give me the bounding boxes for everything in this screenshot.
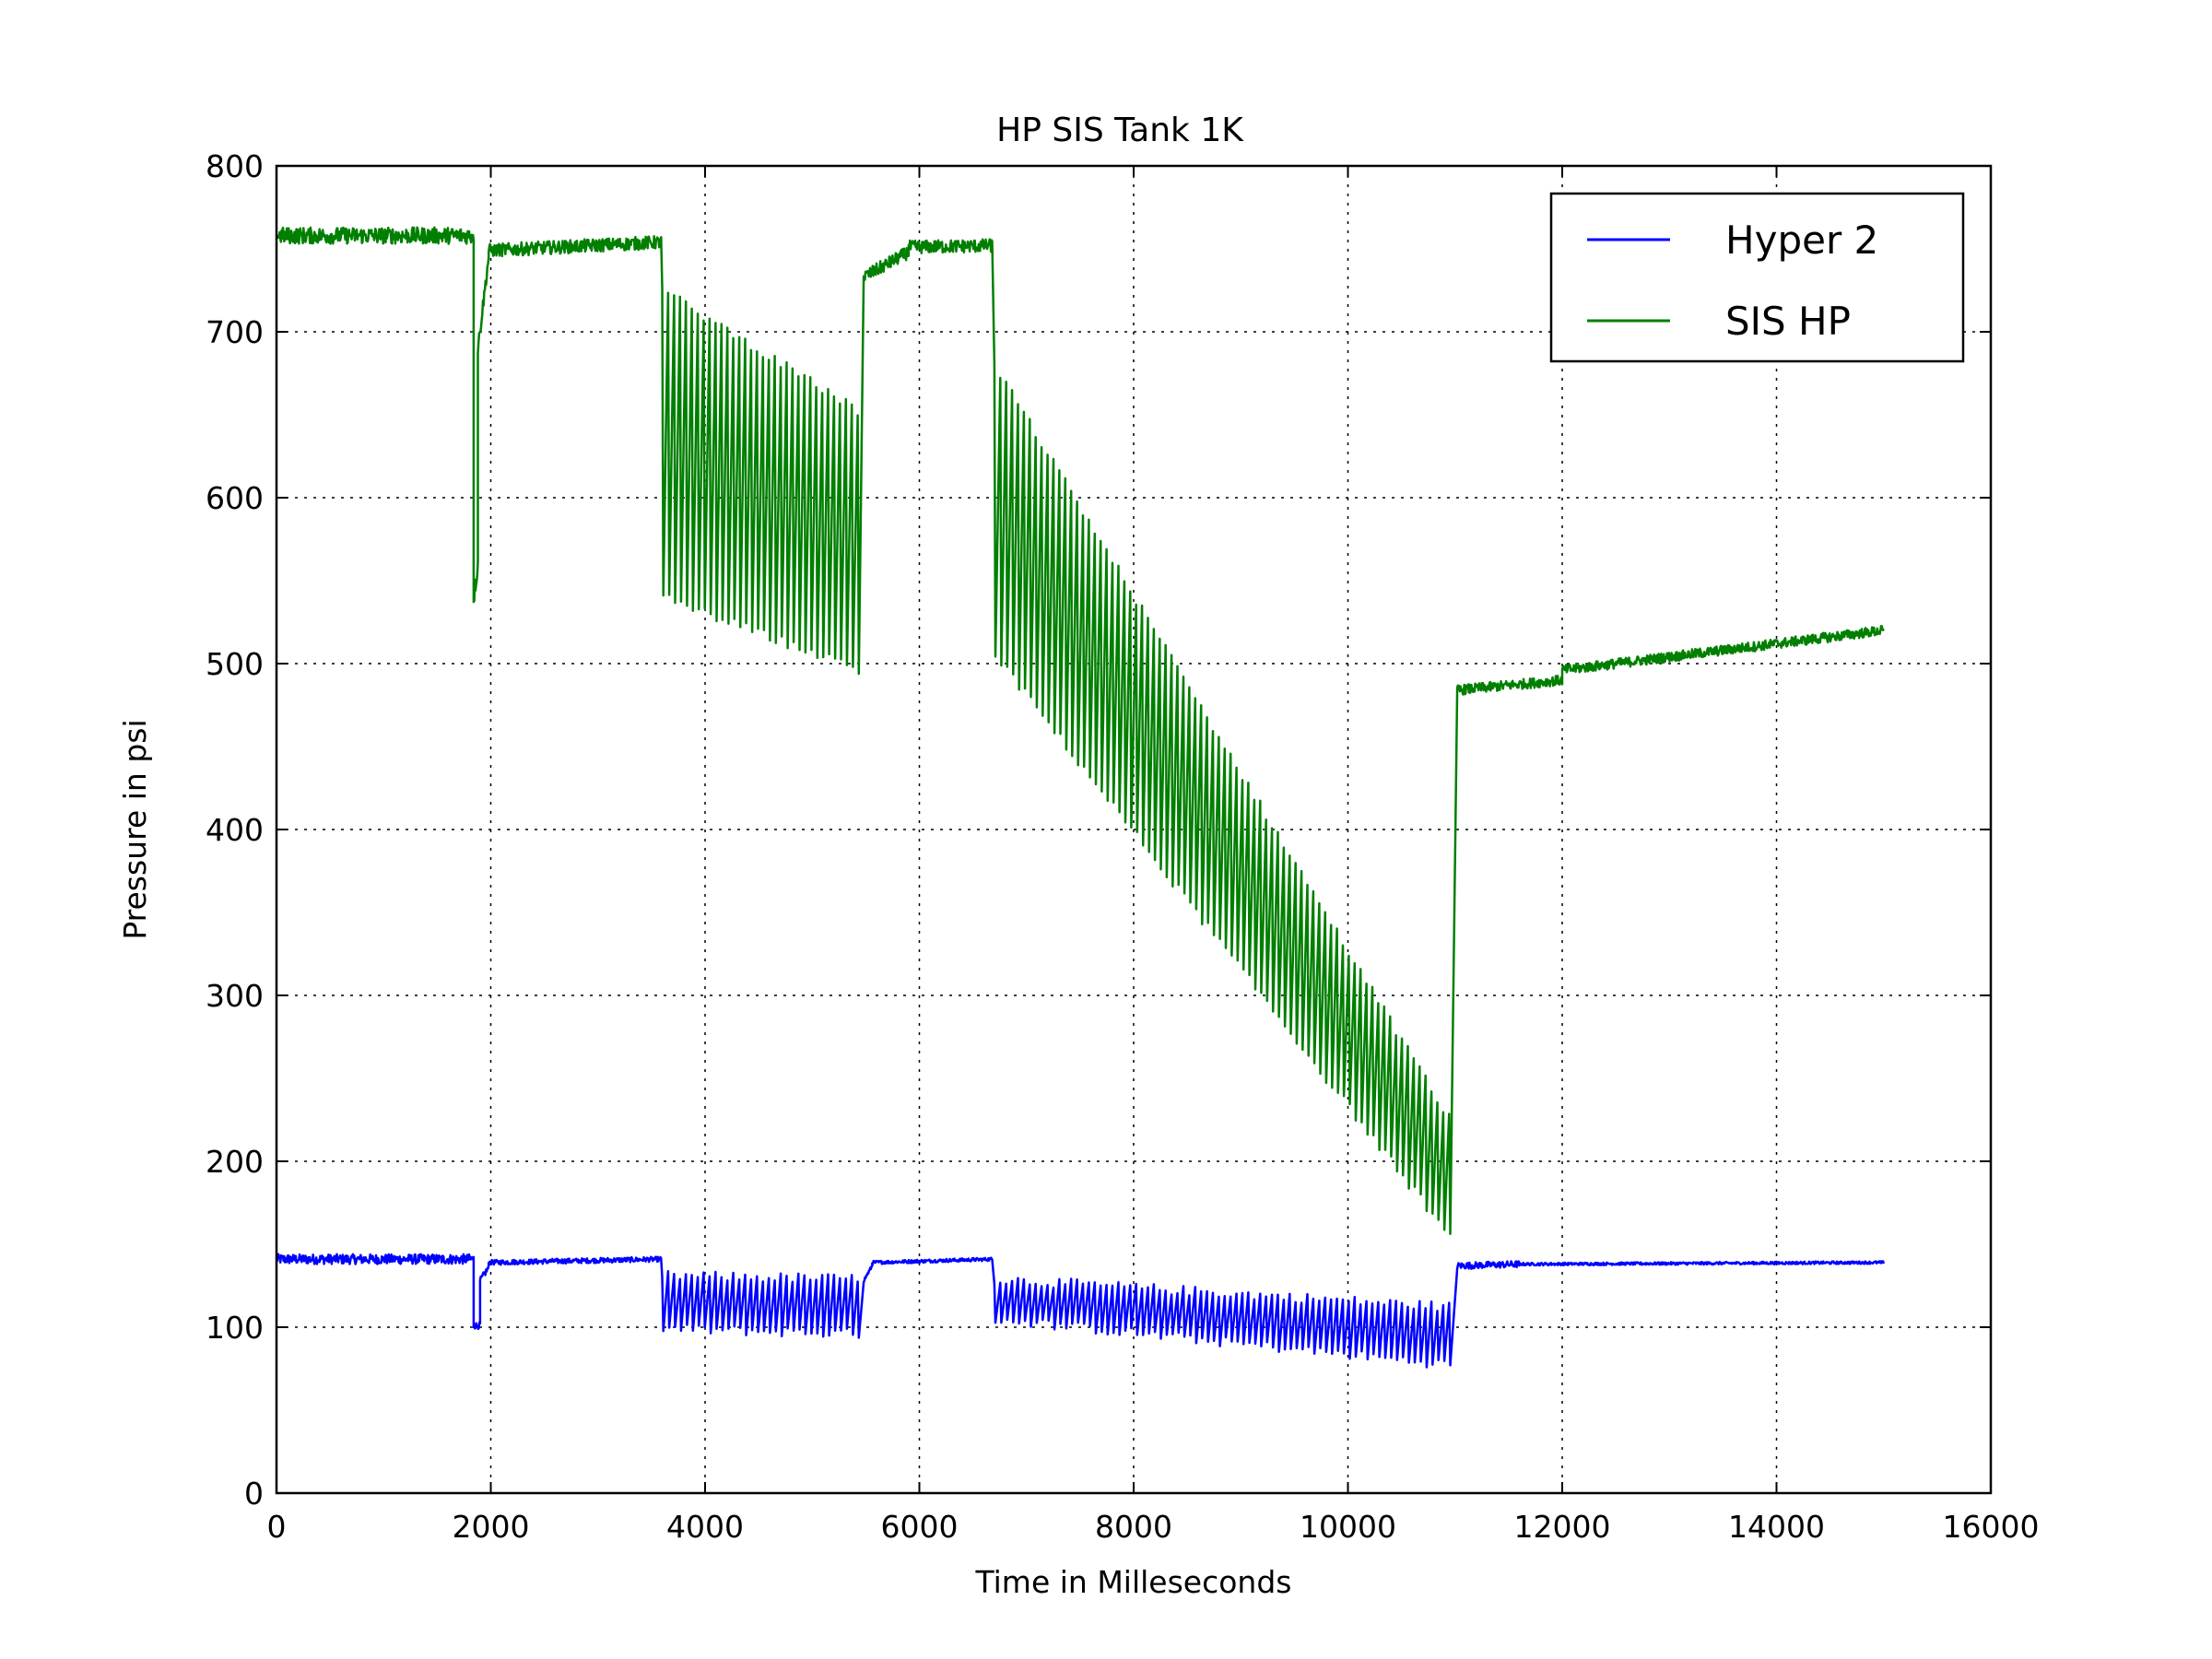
- y-tick-label: 400: [206, 812, 264, 848]
- axis-ticks: 0 2000 4000 6000 8000 10000 12000 14000 16000 0 10…: [206, 148, 2039, 1545]
- series-line-sis-hp: [275, 226, 1885, 1236]
- y-axis-label: Pressure in psi: [117, 719, 153, 939]
- y-tick-label: 200: [206, 1144, 264, 1180]
- x-tick-label: 10000: [1300, 1509, 1396, 1545]
- x-tick-label: 6000: [881, 1509, 959, 1545]
- y-tick-label: 800: [206, 148, 264, 184]
- x-tick-label: 14000: [1728, 1509, 1825, 1545]
- x-axis-label: Time in Milleseconds: [975, 1564, 1292, 1600]
- y-tick-label: 600: [206, 480, 264, 516]
- x-tick-label: 12000: [1514, 1509, 1611, 1545]
- x-tick-label: 2000: [453, 1509, 530, 1545]
- y-tick-label: 700: [206, 314, 264, 350]
- legend: Hyper 2 SIS HP: [1549, 192, 1965, 363]
- x-tick-label: 16000: [1943, 1509, 2040, 1545]
- legend-label-sis-hp: SIS HP: [1725, 299, 1851, 344]
- legend-label-hyper-2: Hyper 2: [1725, 218, 1878, 263]
- y-tick-label: 100: [206, 1310, 264, 1346]
- x-tick-label: 0: [267, 1509, 287, 1545]
- x-tick-label: 4000: [666, 1509, 744, 1545]
- y-tick-label: 500: [206, 646, 264, 682]
- legend-box: [1549, 192, 1965, 363]
- grid: [276, 166, 1991, 1493]
- x-tick-label: 8000: [1095, 1509, 1172, 1545]
- y-tick-label: 0: [244, 1476, 264, 1512]
- chart-title: HP SIS Tank 1K: [996, 112, 1244, 149]
- y-tick-label: 300: [206, 978, 264, 1014]
- series-line-hyper-2: [275, 1253, 1886, 1369]
- plot-area: [275, 226, 1886, 1369]
